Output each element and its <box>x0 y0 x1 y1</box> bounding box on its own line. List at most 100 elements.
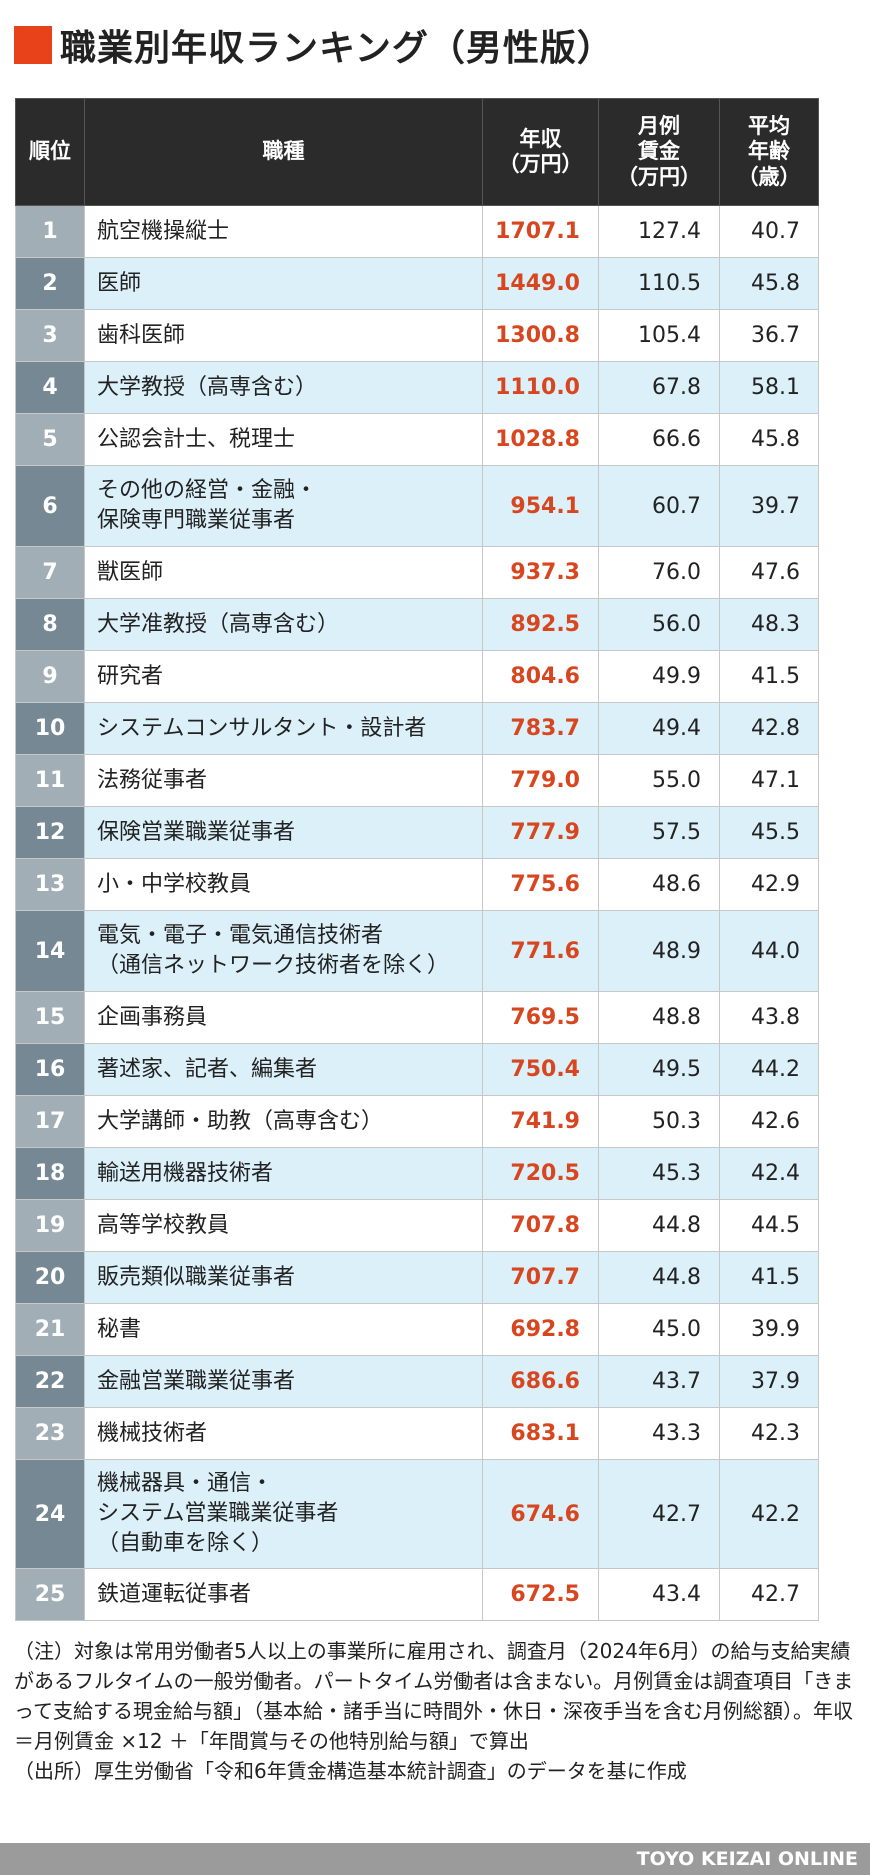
job-line: 秘書 <box>97 1316 142 1342</box>
job-line: 大学講師・助教（高専含む） <box>97 1108 384 1134</box>
wage-cell: 76.0 <box>598 546 720 599</box>
wage-cell: 49.4 <box>598 702 720 755</box>
income-cell: 771.6 <box>482 910 599 992</box>
header-wage-line: 賃金 <box>638 139 680 164</box>
table-row: 9 研究者 804.6 49.9 41.5 <box>15 650 819 703</box>
header-wage-line: 月例 <box>638 114 680 139</box>
income-cell: 692.8 <box>482 1303 599 1356</box>
job-cell: 金融営業職業従事者 <box>84 1355 483 1408</box>
job-line: （通信ネットワーク技術者を除く） <box>97 953 450 978</box>
table-row: 15 企画事務員 769.5 48.8 43.8 <box>15 991 819 1044</box>
rank-cell: 14 <box>15 910 85 992</box>
job-cell: 高等学校教員 <box>84 1199 483 1252</box>
job-cell: 大学教授（高専含む） <box>84 361 483 414</box>
table-row: 20 販売類似職業従事者 707.7 44.8 41.5 <box>15 1251 819 1304</box>
wage-cell: 48.6 <box>598 858 720 911</box>
header-rank: 順位 <box>15 98 85 206</box>
age-cell: 42.9 <box>719 858 819 911</box>
source-text: （出所）厚生労働省「令和6年賃金構造基本統計調査」のデータを基に作成 <box>14 1759 687 1783</box>
table-row: 23 機械技術者 683.1 43.3 42.3 <box>15 1407 819 1460</box>
income-cell: 686.6 <box>482 1355 599 1408</box>
job-line: 販売類似職業従事者 <box>97 1264 296 1290</box>
header-income-line: （万円） <box>498 152 583 176</box>
age-cell: 47.1 <box>719 754 819 807</box>
header-job: 職種 <box>84 98 483 206</box>
age-cell: 58.1 <box>719 361 819 414</box>
rank-cell: 16 <box>15 1043 85 1096</box>
job-line: 公認会計士、税理士 <box>97 426 296 452</box>
job-cell: 歯科医師 <box>84 309 483 362</box>
income-cell: 937.3 <box>482 546 599 599</box>
age-cell: 39.9 <box>719 1303 819 1356</box>
rank-cell: 3 <box>15 309 85 362</box>
job-cell: 企画事務員 <box>84 991 483 1044</box>
header-income-line: 年収 <box>519 126 562 151</box>
job-cell: 航空機操縦士 <box>84 205 483 258</box>
income-cell: 674.6 <box>482 1459 599 1569</box>
table-row: 12 保険営業職業従事者 777.9 57.5 45.5 <box>15 806 819 859</box>
income-cell: 779.0 <box>482 754 599 807</box>
job-line: 法務従事者 <box>97 767 208 793</box>
job-line: 研究者 <box>97 663 164 689</box>
job-line: 保険専門職業従事者 <box>97 508 296 533</box>
rank-cell: 5 <box>15 413 85 466</box>
job-cell: 著述家、記者、編集者 <box>84 1043 483 1096</box>
wage-cell: 50.3 <box>598 1095 720 1148</box>
job-cell: 研究者 <box>84 650 483 703</box>
age-cell: 40.7 <box>719 205 819 258</box>
rank-cell: 10 <box>15 702 85 755</box>
income-cell: 741.9 <box>482 1095 599 1148</box>
footer-bar: TOYO KEIZAI ONLINE <box>0 1843 870 1875</box>
wage-cell: 42.7 <box>598 1459 720 1569</box>
rank-cell: 2 <box>15 257 85 310</box>
wage-cell: 57.5 <box>598 806 720 859</box>
header-wage: 月例 賃金 （万円） <box>598 98 720 206</box>
wage-cell: 60.7 <box>598 465 720 547</box>
wage-cell: 49.9 <box>598 650 720 703</box>
table-row: 13 小・中学校教員 775.6 48.6 42.9 <box>15 858 819 911</box>
rank-cell: 13 <box>15 858 85 911</box>
income-cell: 804.6 <box>482 650 599 703</box>
job-cell: 医師 <box>84 257 483 310</box>
age-cell: 44.2 <box>719 1043 819 1096</box>
title-marker-icon <box>14 26 52 64</box>
header-age: 平均 年齢 （歳） <box>719 98 819 206</box>
job-cell: その他の経営・金融・ 保険専門職業従事者 <box>84 465 483 547</box>
wage-cell: 43.3 <box>598 1407 720 1460</box>
income-cell: 783.7 <box>482 702 599 755</box>
job-line: 保険営業職業従事者 <box>97 819 296 845</box>
wage-cell: 48.8 <box>598 991 720 1044</box>
age-cell: 36.7 <box>719 309 819 362</box>
job-line: 大学准教授（高専含む） <box>97 611 340 637</box>
income-cell: 683.1 <box>482 1407 599 1460</box>
job-line: 大学教授（高専含む） <box>97 374 318 400</box>
age-cell: 43.8 <box>719 991 819 1044</box>
job-cell: 秘書 <box>84 1303 483 1356</box>
wage-cell: 110.5 <box>598 257 720 310</box>
rank-cell: 18 <box>15 1147 85 1200</box>
age-cell: 42.8 <box>719 702 819 755</box>
job-cell: 販売類似職業従事者 <box>84 1251 483 1304</box>
income-cell: 954.1 <box>482 465 599 547</box>
footer-brand: TOYO KEIZAI ONLINE <box>636 1848 858 1870</box>
wage-cell: 45.0 <box>598 1303 720 1356</box>
table-header-row: 順位 職種 年収 （万円） 月例 賃金 （万円） 平均 年齢 （歳） <box>15 98 819 206</box>
rank-cell: 24 <box>15 1459 85 1569</box>
job-cell: 輸送用機器技術者 <box>84 1147 483 1200</box>
rank-cell: 17 <box>15 1095 85 1148</box>
table-row: 22 金融営業職業従事者 686.6 43.7 37.9 <box>15 1355 819 1408</box>
page-title: 職業別年収ランキング（男性版） <box>60 28 614 69</box>
table-row: 4 大学教授（高専含む） 1110.0 67.8 58.1 <box>15 361 819 414</box>
rank-cell: 21 <box>15 1303 85 1356</box>
income-cell: 1028.8 <box>482 413 599 466</box>
wage-cell: 67.8 <box>598 361 720 414</box>
wage-cell: 127.4 <box>598 205 720 258</box>
age-cell: 47.6 <box>719 546 819 599</box>
rank-cell: 11 <box>15 754 85 807</box>
income-cell: 707.8 <box>482 1199 599 1252</box>
table-row: 2 医師 1449.0 110.5 45.8 <box>15 257 819 310</box>
rank-cell: 8 <box>15 598 85 651</box>
rank-cell: 15 <box>15 991 85 1044</box>
table-row: 24 機械器具・通信・ システム営業職業従事者 （自動車を除く） 674.6 42.7 42… <box>15 1459 819 1569</box>
wage-cell: 44.8 <box>598 1251 720 1304</box>
